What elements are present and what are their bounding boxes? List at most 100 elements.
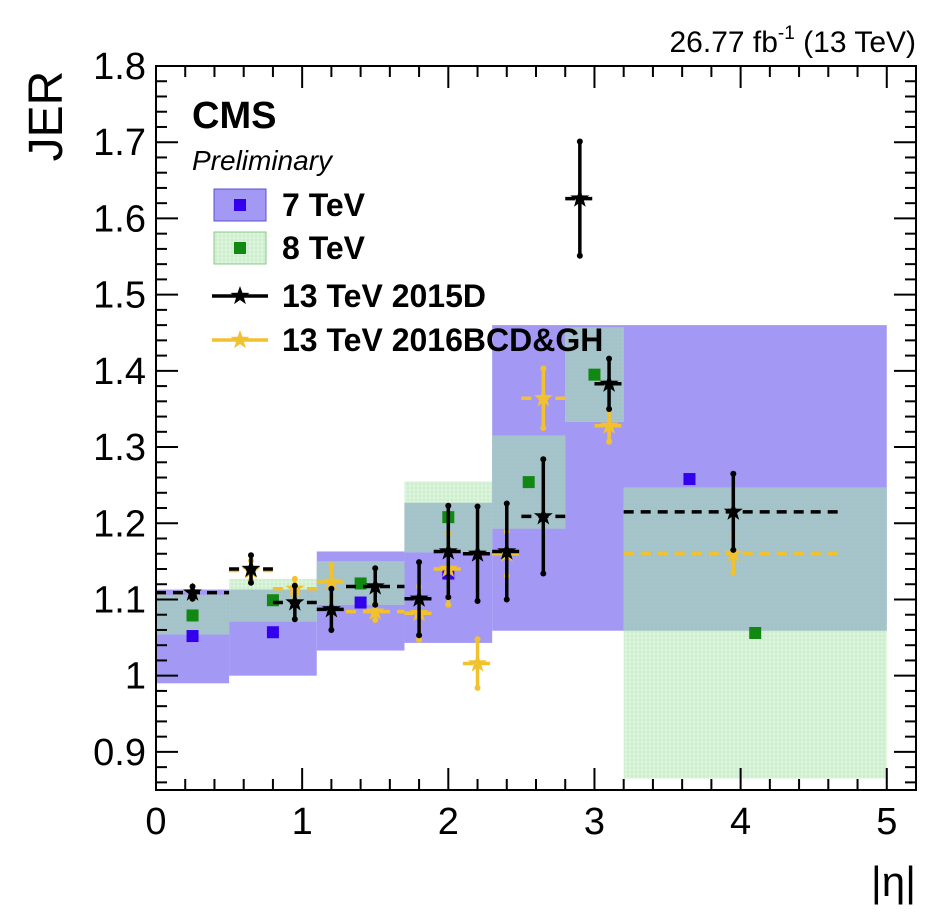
star-2015-11 (599, 373, 619, 392)
legend-entry-3: 13 TeV 2016BCD&GH (212, 322, 603, 358)
marker-7tev-1 (266, 626, 279, 639)
cap-top-2016-7 (474, 636, 481, 643)
cap-bottom-2015-11 (606, 405, 613, 412)
star-2015-6 (438, 541, 458, 560)
star-2016-9 (533, 388, 553, 407)
legend-entry-0: 7 TeV (213, 187, 366, 223)
cap-bottom-2015-3 (328, 626, 335, 633)
point-2015-2 (272, 582, 317, 623)
legend-entry-1: 8 TeV (213, 230, 366, 266)
star-2015-7 (468, 543, 487, 562)
cap-bottom-2015-7 (474, 597, 481, 604)
legend-star-2016 (230, 330, 250, 349)
star-2015-3 (321, 599, 341, 618)
cap-top-2016-3 (328, 562, 335, 569)
cap-bottom-2015-10 (576, 252, 583, 259)
point-2015-10 (565, 138, 595, 259)
point-2016-7 (462, 636, 493, 691)
marker-8tev-4 (522, 476, 535, 489)
cap-top-2015-2 (291, 582, 298, 589)
legend-label-0: 7 TeV (282, 187, 366, 223)
star-2016-7 (468, 653, 487, 672)
legend-swatch-7tev (213, 188, 267, 222)
y-tick-label-3: 1.2 (93, 503, 146, 545)
marker-8tev-0 (186, 609, 199, 622)
x-tick-label-3: 3 (584, 801, 605, 843)
point-2015-5 (404, 559, 434, 639)
cap-top-2015-4 (372, 565, 379, 572)
cap-bottom-2015-9 (540, 570, 547, 577)
cap-bottom-2016-10 (606, 438, 613, 445)
star-2015-5 (409, 588, 429, 607)
lumi-header: 26.77 fb-1 (13 TeV) (669, 23, 916, 59)
point-2015-3 (316, 585, 346, 633)
cap-top-2015-1 (248, 552, 254, 559)
plot-area (156, 138, 887, 779)
star-2016-3 (321, 571, 341, 590)
y-tick-label-2: 1.1 (93, 579, 146, 621)
star-2015-8 (497, 541, 517, 560)
star-2015-4 (365, 576, 385, 595)
x-tick-label-0: 0 (145, 801, 166, 843)
y-tick-label-1: 1 (125, 656, 146, 698)
cap-bottom-2015-1 (248, 579, 254, 586)
cap-bottom-2016-7 (474, 684, 481, 691)
cap-bottom-2015-8 (503, 596, 510, 603)
cms-label: CMS (192, 95, 276, 137)
legend-label-1: 8 TeV (282, 230, 366, 266)
point-2015-6 (433, 502, 463, 601)
cap-top-2016-9 (540, 365, 547, 372)
point-2015-9 (521, 456, 566, 577)
point-2015-12 (623, 470, 843, 553)
legend-entry-2: 13 TeV 2015D (212, 278, 486, 314)
star-2015-1 (241, 559, 261, 578)
point-2015-11 (594, 355, 624, 412)
marker-8tev-1 (266, 594, 279, 607)
star-2016-4 (365, 601, 385, 620)
point-2015-8 (492, 500, 522, 603)
cap-bottom-2016-6 (445, 601, 452, 608)
marker-7tev-4 (683, 473, 696, 486)
cap-top-2015-6 (445, 502, 452, 509)
legend-marker-7tev (234, 199, 246, 211)
band-overlap-6-4 (623, 487, 887, 631)
cap-bottom-2016-4 (372, 617, 379, 624)
axes: 0 1 2 3 4 5 0.9 1 1.1 1.2 1.3 1.4 1.5 1.6 1.7 1.8 (93, 46, 917, 843)
legend-label-3: 13 TeV 2016BCD&GH (282, 322, 603, 358)
legend-marker-8tev (234, 242, 246, 254)
point-2015-7 (462, 503, 493, 604)
point-2015-4 (346, 565, 405, 608)
point-2015-1 (229, 552, 273, 586)
cap-top-2015-5 (416, 559, 423, 566)
legend-star-2015 (230, 286, 250, 305)
marker-7tev-0 (186, 630, 199, 643)
cap-bottom-2016-11 (730, 569, 737, 576)
cap-bottom-2015-5 (416, 632, 423, 639)
cap-bottom-2015-2 (291, 616, 298, 623)
star-2015-10 (570, 188, 590, 207)
cap-top-2015-10 (576, 138, 583, 145)
y-tick-label-0: 0.9 (93, 732, 146, 774)
y-tick-label-9: 1.8 (93, 46, 146, 88)
cap-top-2015-11 (606, 355, 613, 362)
y-tick-label-8: 1.7 (93, 122, 146, 164)
cap-bottom-2015-12 (730, 546, 737, 553)
point-2016-9 (521, 365, 566, 431)
star-2015-9 (533, 506, 553, 525)
x-tick-label-1: 1 (292, 801, 313, 843)
cap-bottom-2016-5 (416, 636, 423, 643)
marker-7tev-2 (354, 596, 367, 609)
cap-top-2015-7 (474, 503, 481, 510)
x-tick-label-2: 2 (438, 801, 459, 843)
legend-label-2: 13 TeV 2015D (282, 278, 486, 314)
star-2015-12 (723, 501, 743, 520)
x-tick-label-5: 5 (876, 801, 897, 843)
cap-top-2015-12 (730, 470, 737, 477)
x-tick-label-4: 4 (730, 801, 751, 843)
cap-bottom-2016-9 (540, 425, 547, 431)
legend: CMS Preliminary 7 TeV 8 TeV 13 TeV 2015D 13… (192, 95, 603, 358)
y-tick-label-6: 1.5 (93, 275, 146, 317)
star-2016-10 (599, 415, 619, 434)
cap-top-2015-9 (540, 456, 547, 463)
cap-top-2016-2 (291, 575, 298, 582)
